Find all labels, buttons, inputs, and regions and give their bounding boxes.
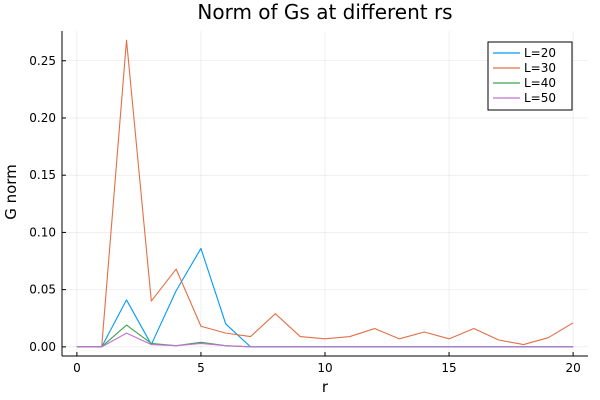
series-line-l-30	[76, 39, 574, 348]
tick-labels: 0 5 10 15 20 0.00 0.05 0.10 0.15 0.20 0.25	[29, 54, 580, 375]
x-tick-label: 0	[73, 361, 81, 375]
y-axis-label: G norm	[2, 164, 20, 220]
legend-label: L=20	[524, 46, 556, 60]
x-tick-label: 10	[317, 361, 332, 375]
y-tick-label: 0.20	[29, 111, 56, 125]
series-line-l-50	[76, 332, 574, 348]
chart-title: Norm of Gs at different rs	[197, 0, 452, 24]
y-tick-label: 0.10	[29, 225, 56, 239]
legend-label: L=50	[524, 91, 556, 105]
legend: L=20L=30L=40L=50	[487, 41, 573, 111]
legend-label: L=40	[524, 76, 556, 90]
legend-label: L=30	[524, 61, 556, 75]
series-lines	[76, 39, 574, 348]
x-axis-label: r	[322, 378, 329, 396]
x-tick-label: 15	[441, 361, 456, 375]
y-tick-label: 0.15	[29, 168, 56, 182]
axes	[61, 31, 588, 357]
x-tick-label: 20	[565, 361, 580, 375]
y-tick-label: 0.00	[29, 340, 56, 354]
y-tick-label: 0.05	[29, 283, 56, 297]
y-tick-label: 0.25	[29, 54, 56, 68]
x-tick-label: 5	[197, 361, 205, 375]
